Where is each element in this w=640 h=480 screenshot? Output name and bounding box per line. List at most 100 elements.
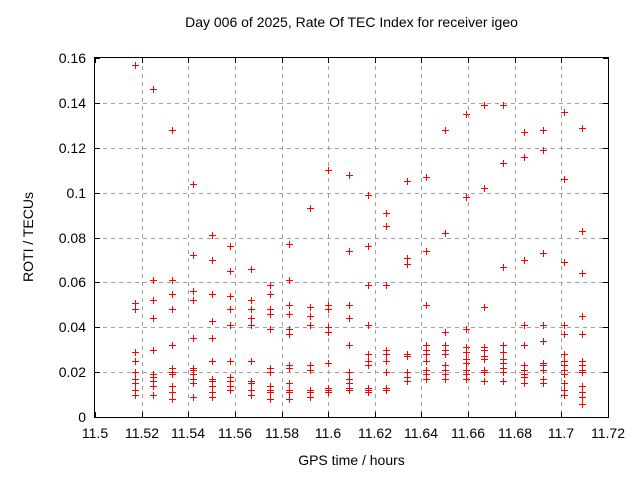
grid-line-vertical	[561, 58, 562, 417]
data-point	[404, 255, 411, 262]
x-tick-mark	[561, 412, 562, 417]
data-point	[248, 266, 255, 273]
data-point	[579, 383, 586, 390]
data-point	[579, 125, 586, 132]
data-point	[227, 378, 234, 385]
data-point	[442, 230, 449, 237]
data-point	[227, 268, 234, 275]
data-point	[481, 347, 488, 354]
data-point	[209, 318, 216, 325]
data-point	[463, 111, 470, 118]
y-tick-label: 0.08	[58, 230, 86, 246]
x-tick-mark	[235, 58, 236, 63]
data-point	[150, 86, 157, 93]
data-point	[463, 367, 470, 374]
x-tick-mark	[608, 58, 609, 63]
data-point	[209, 378, 216, 385]
data-point	[579, 362, 586, 369]
data-point	[579, 228, 586, 235]
grid-line-horizontal	[95, 327, 608, 328]
data-point	[286, 331, 293, 338]
data-point	[132, 369, 139, 376]
data-point	[209, 232, 216, 239]
data-point	[561, 351, 568, 358]
grid-line-vertical	[188, 58, 189, 417]
data-point	[383, 387, 390, 394]
data-point	[481, 378, 488, 385]
data-point	[190, 252, 197, 259]
data-point	[500, 160, 507, 167]
data-point	[267, 291, 274, 298]
x-tick-mark	[375, 58, 376, 63]
y-tick-mark	[95, 58, 100, 59]
data-point	[150, 392, 157, 399]
y-tick-label: 0.04	[58, 319, 86, 335]
data-point	[383, 210, 390, 217]
data-point	[325, 306, 332, 313]
data-point	[540, 362, 547, 369]
x-tick-mark	[282, 58, 283, 63]
data-point	[190, 371, 197, 378]
data-point	[132, 62, 139, 69]
data-point	[500, 360, 507, 367]
data-point	[365, 358, 372, 365]
grid-line-horizontal	[95, 193, 608, 194]
data-point	[500, 378, 507, 385]
data-point	[209, 389, 216, 396]
data-point	[286, 241, 293, 248]
data-point	[481, 185, 488, 192]
data-point	[307, 205, 314, 212]
data-point	[248, 392, 255, 399]
data-point	[442, 342, 449, 349]
data-point	[227, 306, 234, 313]
y-tick-mark	[95, 103, 100, 104]
data-point	[540, 376, 547, 383]
grid-line-vertical	[142, 58, 143, 417]
data-point	[500, 369, 507, 376]
x-tick-label: 11.7	[547, 425, 575, 441]
x-tick-label: 11.72	[591, 425, 625, 441]
data-point	[442, 347, 449, 354]
y-tick-label: 0.16	[58, 50, 86, 66]
data-point	[346, 248, 353, 255]
data-point	[346, 302, 353, 309]
data-point	[346, 380, 353, 387]
data-point	[267, 326, 274, 333]
data-point	[286, 365, 293, 372]
data-point	[346, 342, 353, 349]
data-point	[442, 367, 449, 374]
data-point	[307, 313, 314, 320]
data-point	[404, 178, 411, 185]
y-tick-mark	[95, 148, 100, 149]
x-tick-mark	[468, 58, 469, 63]
y-tick-mark	[603, 417, 608, 418]
y-tick-label: 0.14	[58, 95, 86, 111]
data-point	[248, 306, 255, 313]
data-point	[190, 335, 197, 342]
data-point	[500, 264, 507, 271]
x-tick-mark	[328, 58, 329, 63]
data-point	[132, 380, 139, 387]
data-point	[383, 358, 390, 365]
grid-line-vertical	[421, 58, 422, 417]
x-axis-label: GPS time / hours	[298, 452, 405, 468]
x-tick-mark	[515, 58, 516, 63]
data-point	[500, 356, 507, 363]
data-point	[169, 306, 176, 313]
y-tick-mark	[603, 327, 608, 328]
data-point	[248, 380, 255, 387]
data-point	[307, 304, 314, 311]
data-point	[383, 347, 390, 354]
data-point	[150, 378, 157, 385]
data-point	[561, 331, 568, 338]
data-point	[561, 322, 568, 329]
y-tick-mark	[603, 238, 608, 239]
data-point	[500, 365, 507, 372]
y-tick-mark	[603, 282, 608, 283]
data-point	[404, 369, 411, 376]
y-tick-mark	[603, 148, 608, 149]
data-point	[521, 342, 528, 349]
x-tick-mark	[515, 412, 516, 417]
data-point	[463, 349, 470, 356]
data-point	[227, 293, 234, 300]
